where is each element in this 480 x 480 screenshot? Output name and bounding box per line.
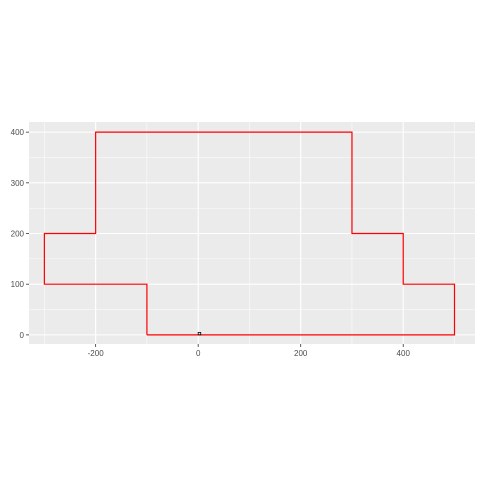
x-tick-label: -200 — [88, 349, 105, 358]
series-outline-1 — [43, 131, 456, 336]
series-layer — [43, 131, 456, 336]
series-outline-2 — [197, 331, 202, 336]
x-axis: -200 0 200 400 — [88, 344, 411, 358]
y-tick-label: 100 — [11, 280, 25, 289]
y-axis: 0 100 200 300 400 — [11, 128, 29, 340]
y-tick-label: 200 — [11, 230, 25, 239]
x-tick-label: 0 — [196, 349, 201, 358]
y-tick-label: 300 — [11, 179, 25, 188]
x-tick-label: 400 — [397, 349, 411, 358]
x-tick-label: 200 — [294, 349, 308, 358]
y-tick-label: 400 — [11, 128, 25, 137]
y-tick-label: 0 — [20, 331, 25, 340]
